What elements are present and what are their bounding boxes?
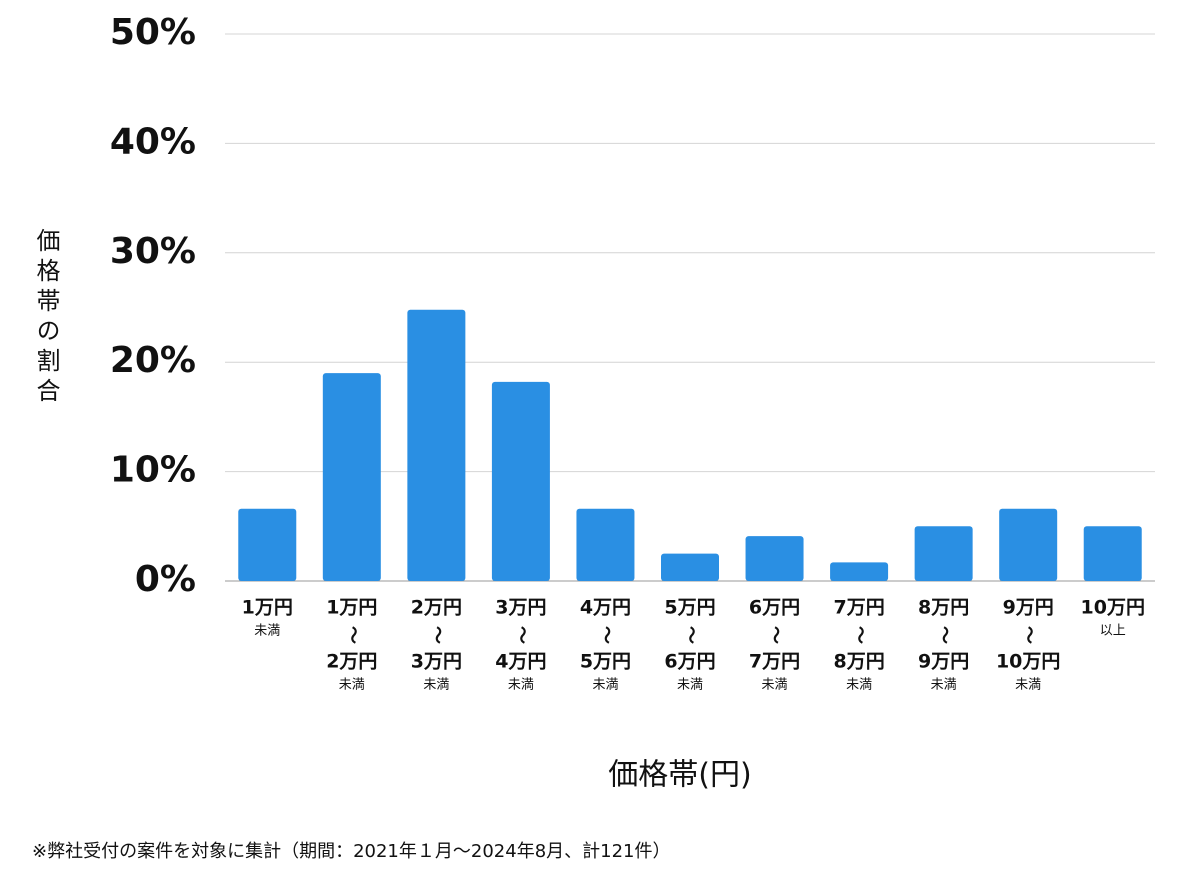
bar xyxy=(238,508,297,581)
bar xyxy=(1083,526,1142,581)
x-tick-label: 未満 xyxy=(846,678,872,693)
x-tick-label: 未満 xyxy=(339,678,365,693)
x-tick-label: 10万円 xyxy=(1081,597,1145,619)
x-tick-label: 以上 xyxy=(1100,624,1126,639)
x-axis-title: 価格帯(円) xyxy=(608,758,751,793)
bar xyxy=(491,381,550,581)
y-tick-label: 0% xyxy=(135,559,196,600)
footnote: ※弊社受付の案件を対象に集計（期間：2021年１月〜2024年8月、計121件） xyxy=(32,841,671,862)
x-tick-label: 〜 xyxy=(511,626,532,644)
x-tick-label: 〜 xyxy=(426,626,447,644)
x-tick-label: 6万円 xyxy=(664,651,715,673)
x-tick-label: 4万円 xyxy=(495,651,546,673)
x-tick-label: 5万円 xyxy=(580,651,631,673)
x-tick-label: 5万円 xyxy=(664,597,715,619)
x-tick-label: 未満 xyxy=(508,678,534,693)
bar xyxy=(830,562,889,581)
x-tick-label: 〜 xyxy=(765,626,786,644)
bar xyxy=(661,553,719,581)
bar xyxy=(914,526,973,581)
x-tick-label: 〜 xyxy=(934,626,955,644)
x-tick-label: 〜 xyxy=(849,626,870,644)
x-tick-label: 9万円 xyxy=(1003,597,1054,619)
bar xyxy=(999,508,1058,581)
x-tick-label: 4万円 xyxy=(580,597,631,619)
x-tick-label: 〜 xyxy=(1018,626,1039,644)
x-tick-label: 未満 xyxy=(1015,678,1041,693)
x-tick-label: 7万円 xyxy=(749,651,800,673)
x-tick-label: 1万円 xyxy=(326,597,377,619)
x-tick-label: 7万円 xyxy=(833,597,884,619)
x-tick-label: 1万円 xyxy=(242,597,293,619)
x-tick-label: 〜 xyxy=(342,626,363,644)
bar xyxy=(745,536,804,581)
x-tick-label: 3万円 xyxy=(411,651,462,673)
y-tick-label: 40% xyxy=(110,121,196,162)
bar xyxy=(322,373,381,581)
x-tick-label: 3万円 xyxy=(495,597,546,619)
y-axis-title: 価格帯の割合 xyxy=(32,228,60,408)
x-tick-label: 未満 xyxy=(762,678,788,693)
x-tick-label: 未満 xyxy=(931,678,957,693)
x-tick-label: 8万円 xyxy=(918,597,969,619)
y-tick-label: 30% xyxy=(110,231,196,272)
x-tick-label: 未満 xyxy=(254,624,280,639)
y-tick-label: 50% xyxy=(110,12,196,53)
x-tick-label: 〜 xyxy=(680,626,701,644)
x-tick-label: 9万円 xyxy=(918,651,969,673)
y-tick-label: 20% xyxy=(110,340,196,381)
x-tick-label: 未満 xyxy=(592,678,618,693)
x-tick-label: 10万円 xyxy=(996,651,1060,673)
y-tick-label: 10% xyxy=(110,450,196,491)
x-tick-label: 2万円 xyxy=(326,651,377,673)
x-tick-label: 8万円 xyxy=(833,651,884,673)
bar xyxy=(576,508,635,581)
x-tick-label: 未満 xyxy=(677,678,703,693)
bar xyxy=(407,309,466,581)
x-tick-label: 2万円 xyxy=(411,597,462,619)
x-tick-label: 未満 xyxy=(423,678,449,693)
x-tick-label: 〜 xyxy=(595,626,616,644)
x-tick-label: 6万円 xyxy=(749,597,800,619)
